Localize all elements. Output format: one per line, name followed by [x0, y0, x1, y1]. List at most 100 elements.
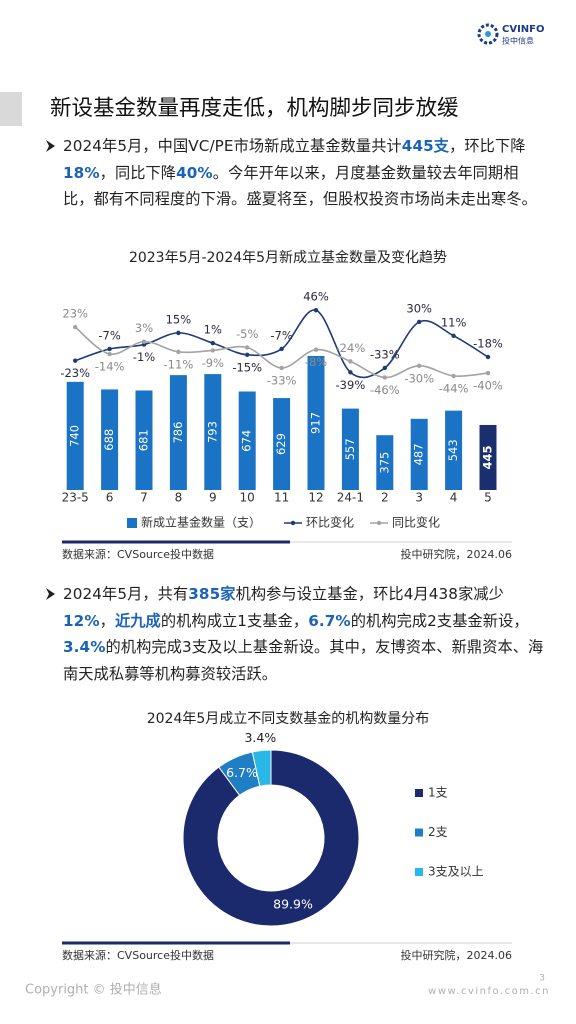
pie-slice	[182, 749, 360, 927]
point-label: 15%	[166, 312, 192, 326]
legend-swatch	[415, 828, 423, 837]
source-right: 投中研究院，2024.06	[401, 547, 513, 561]
x-tick-label: 24-1	[337, 491, 364, 505]
emphasis-text: 385家	[188, 585, 236, 603]
legend-label: 同比变化	[392, 515, 440, 530]
bar	[238, 391, 256, 490]
emphasis-text: 18%	[63, 163, 100, 182]
point-marker	[313, 308, 319, 313]
text-run: 机构参与设立基金，环比4月438家减少	[235, 585, 504, 603]
point-marker	[417, 363, 422, 368]
point-label: -1%	[133, 350, 155, 364]
bar-label: 487	[412, 443, 426, 465]
source-left: 数据来源：CVSource投中数据	[62, 547, 214, 561]
point-label: 1%	[204, 323, 222, 337]
bar	[101, 389, 119, 490]
bar	[341, 408, 359, 490]
logo-subtext: 投中信息	[502, 36, 534, 46]
point-label: 46%	[303, 290, 329, 304]
point-label: 23%	[62, 307, 88, 321]
paragraph: 2024年5月，中国VC/PE市场新成立基金数量共计445支，环比下降 18%，同…	[63, 133, 545, 213]
x-tick-label: 5	[484, 491, 492, 505]
point-marker	[348, 370, 353, 375]
emphasis-text: 6.7%	[308, 611, 351, 630]
point-label: -8%	[305, 355, 327, 369]
point-marker	[245, 345, 250, 350]
pie-slice	[251, 749, 272, 787]
emphasis-text: 12%	[63, 611, 100, 630]
text-run: 的机构成立1支基金，	[160, 611, 309, 630]
point-marker	[176, 330, 181, 336]
text-run: ，	[99, 611, 115, 630]
slice-label: 6.7%	[226, 765, 258, 780]
x-tick-label: 6	[106, 491, 114, 505]
point-label: -11%	[164, 357, 194, 371]
bar	[169, 375, 187, 490]
chart-title: 2023年5月-2024年5月新成立基金数量及变化趋势	[129, 249, 447, 266]
point-marker	[210, 348, 215, 353]
bar-label: 375	[377, 452, 391, 474]
logo-text: CVINFO	[502, 24, 545, 35]
x-tick-label: 9	[209, 491, 217, 505]
footer-url: www.cvinfo.com.cn	[428, 986, 550, 997]
point-marker	[176, 349, 181, 355]
point-label: -7%	[270, 328, 292, 342]
bar	[307, 355, 325, 490]
legend-label: 环比变化	[306, 515, 354, 530]
point-marker	[141, 339, 147, 344]
legend-label: 2支	[428, 825, 448, 839]
legend-swatch	[127, 518, 137, 528]
bar-label: 629	[274, 433, 288, 455]
bullet	[46, 588, 55, 600]
point-label: 3%	[135, 321, 153, 335]
point-label: -40%	[473, 379, 503, 393]
legend-swatch	[415, 789, 423, 797]
page-number: 3	[539, 974, 545, 984]
slice-label: 3.4%	[244, 730, 276, 745]
x-tick-label: 2	[381, 491, 389, 505]
text-run: ，环比下降	[449, 137, 526, 155]
bar-label: 793	[205, 421, 219, 443]
bar	[376, 435, 394, 490]
legend-swatch	[376, 520, 382, 526]
bar	[410, 418, 428, 490]
point-label: -18%	[473, 337, 503, 351]
text-run: 2024年5月，共有	[63, 585, 189, 603]
bar-label: 557	[343, 438, 357, 460]
bar-label: 445	[481, 445, 495, 469]
copyright: Copyright © 投中信息	[25, 982, 162, 998]
bar	[204, 374, 222, 490]
point-label: 11%	[441, 315, 467, 329]
bar-label: 688	[102, 429, 116, 451]
point-marker	[73, 358, 78, 363]
x-tick-label: 4	[450, 491, 458, 505]
logo-icon	[477, 23, 499, 45]
bar	[135, 390, 153, 490]
bar	[66, 381, 84, 490]
bar-label: 543	[446, 439, 460, 461]
point-label: -23%	[60, 366, 90, 380]
point-label: -39%	[336, 378, 366, 392]
text-run: 的机构完成2支基金新设，	[350, 611, 529, 630]
x-tick-label: 23-5	[62, 491, 89, 505]
text-run: ，同比下降	[99, 163, 177, 182]
point-label: -9%	[202, 356, 224, 370]
x-tick-label: 10	[240, 491, 255, 505]
point-marker	[382, 365, 387, 371]
legend-swatch	[290, 520, 296, 526]
point-label: 30%	[406, 301, 432, 315]
x-tick-label: 12	[308, 491, 323, 505]
text-run: 。今年开年以来，月度基金数量较去年同期相比，都有不同程度的下滑。盛夏将至，但股权…	[63, 163, 537, 209]
bar-label: 786	[171, 422, 185, 444]
point-marker	[348, 359, 353, 364]
point-marker	[73, 324, 78, 330]
bar	[479, 424, 497, 490]
bar-label: 917	[309, 412, 323, 434]
x-tick-label: 3	[415, 491, 423, 505]
paragraph: 2024年5月，共有385家机构参与设立基金，环比4月438家减少 12%，近九成…	[63, 581, 545, 687]
point-label: -46%	[370, 383, 400, 397]
point-marker	[245, 352, 250, 358]
point-marker	[382, 375, 387, 380]
